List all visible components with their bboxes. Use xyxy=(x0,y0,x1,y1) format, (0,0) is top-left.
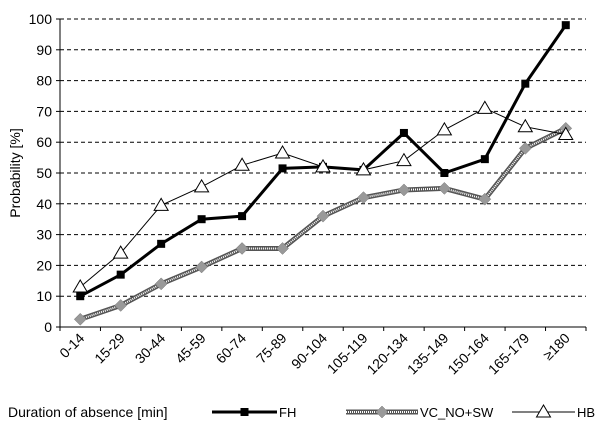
grid-lines xyxy=(60,18,586,297)
data-point xyxy=(355,161,372,176)
data-point xyxy=(238,212,247,221)
x-tick-label: 135-149 xyxy=(404,330,452,378)
data-point xyxy=(357,191,370,204)
data-point xyxy=(112,245,129,259)
legend-label: HB xyxy=(577,405,595,420)
data-point xyxy=(521,79,530,88)
x-tick-label: 45-59 xyxy=(172,330,209,367)
data-point xyxy=(316,209,330,223)
x-tick-label: 75-89 xyxy=(253,330,290,367)
data-point xyxy=(315,158,331,173)
data-point xyxy=(114,299,128,312)
legend-marker xyxy=(240,408,249,416)
data-point xyxy=(480,155,489,164)
data-point xyxy=(396,152,412,167)
x-tick-label: 0-14 xyxy=(56,330,87,361)
data-point xyxy=(274,144,291,159)
data-point xyxy=(478,192,492,206)
x-tick-label: 60-74 xyxy=(213,330,250,367)
data-point xyxy=(153,197,170,211)
data-point xyxy=(561,21,570,30)
data-point xyxy=(518,142,532,155)
data-point xyxy=(72,278,89,293)
legend-marker xyxy=(535,404,552,418)
x-tick-label: 15-29 xyxy=(91,330,128,367)
data-point xyxy=(195,260,208,274)
data-point xyxy=(278,164,287,173)
y-tick-label: 90 xyxy=(36,42,52,58)
legend: FH VC_NO+SW HB xyxy=(212,404,595,420)
data-point xyxy=(440,169,449,177)
x-tick-label: 165-179 xyxy=(485,330,533,378)
legend-marker xyxy=(375,405,389,419)
data-point xyxy=(234,157,250,171)
legend-label: VC_NO+SW xyxy=(420,405,494,420)
data-point xyxy=(116,270,125,279)
data-point xyxy=(397,183,411,197)
data-point xyxy=(438,182,451,195)
series xyxy=(72,21,574,326)
data-point xyxy=(154,277,168,291)
data-point xyxy=(399,128,408,137)
y-tick-label: 60 xyxy=(36,134,52,150)
data-point xyxy=(276,242,289,255)
y-axis-title: Probability [%] xyxy=(7,128,23,217)
y-tick-label: 10 xyxy=(36,288,52,304)
x-tick-label: 150-164 xyxy=(444,330,492,378)
x-tick-label: 30-44 xyxy=(132,330,169,367)
y-tick-label: 40 xyxy=(36,196,52,212)
y-tick-label: 30 xyxy=(36,227,52,243)
data-point xyxy=(517,118,534,133)
legend-label: FH xyxy=(279,405,296,420)
y-tick-label: 70 xyxy=(36,103,52,119)
y-tick-label: 100 xyxy=(29,11,53,27)
x-tick-label: 120-134 xyxy=(363,330,411,378)
data-point xyxy=(157,239,166,248)
data-point xyxy=(197,215,206,224)
y-tick-label: 20 xyxy=(36,257,52,273)
data-point xyxy=(73,312,87,326)
series-line-outer xyxy=(79,126,567,322)
x-tick-label: 105-119 xyxy=(324,330,371,377)
y-tick-label: 50 xyxy=(36,165,52,181)
data-point xyxy=(476,100,493,114)
series-line xyxy=(79,107,566,288)
y-tick-label: 80 xyxy=(36,73,52,89)
series-HB xyxy=(72,100,574,293)
data-point xyxy=(557,126,574,140)
legend-item-HB: HB xyxy=(512,404,595,420)
x-tick-label: ≥180 xyxy=(540,330,573,363)
series-VC_NO+SW xyxy=(73,121,573,326)
data-point xyxy=(193,178,210,193)
x-axis-title: Duration of absence [min] xyxy=(8,404,168,420)
legend-item-FH: FH xyxy=(212,405,296,420)
x-tick-labels: 0-14 15-29 30-44 45-59 60-74 75-8990-104105-1… xyxy=(56,327,587,378)
data-point xyxy=(76,292,85,301)
data-point xyxy=(235,242,249,255)
y-tick-label: 0 xyxy=(44,319,52,335)
data-point xyxy=(436,121,453,136)
y-tick-labels: 0 10 20 30 40 50 60 70 80 90 100 xyxy=(29,11,60,335)
legend-item-VC_NO+SW: VC_NO+SW xyxy=(346,405,494,420)
